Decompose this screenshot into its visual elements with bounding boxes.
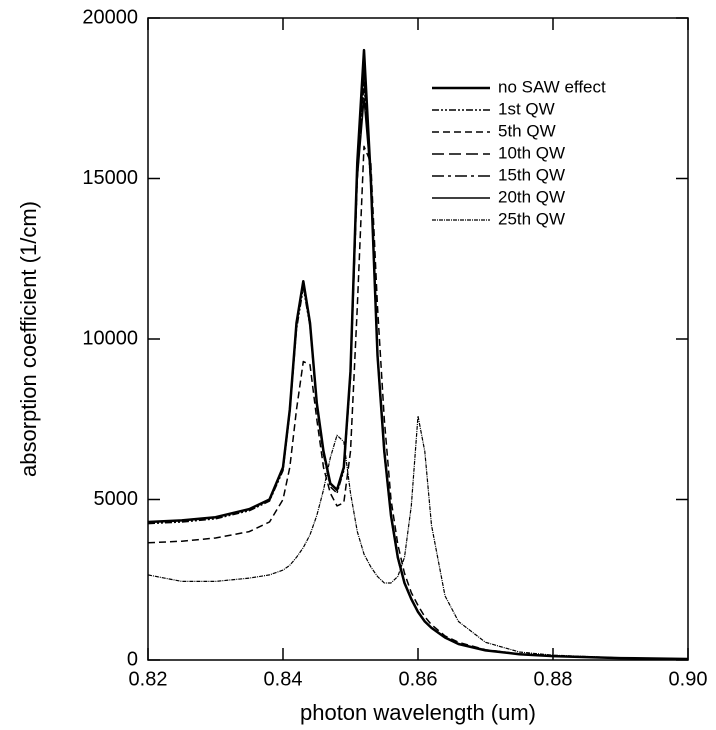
series-line [147,65,689,660]
x-tick-label: 0.88 [534,668,573,690]
series-line [147,145,689,660]
plot-frame [147,17,689,661]
legend-label: 5th QW [498,121,556,140]
series-line [147,97,689,660]
series-line [147,415,689,660]
x-tick-label: 0.86 [399,668,438,690]
legend-label: no SAW effect [498,77,606,96]
y-tick-label: 10000 [82,327,138,349]
series-line [147,75,689,660]
legend-label: 10th QW [498,143,565,162]
x-tick-label: 0.90 [669,668,708,690]
y-tick-label: 15000 [82,167,138,189]
series-line [147,81,689,660]
x-tick-label: 0.84 [264,668,303,690]
y-axis-label: absorption coefficient (1/cm) [16,201,41,477]
y-tick-label: 5000 [94,488,139,510]
x-tick-label: 0.82 [129,668,168,690]
y-tick-label: 0 [127,648,138,670]
legend-label: 20th QW [498,187,565,206]
y-tick-label: 20000 [82,6,138,28]
x-axis-label: photon wavelength (um) [300,700,536,725]
legend-label: 15th QW [498,165,565,184]
legend-label: 1st QW [498,99,555,118]
legend-label: 25th QW [498,209,565,228]
series-line [147,48,689,661]
